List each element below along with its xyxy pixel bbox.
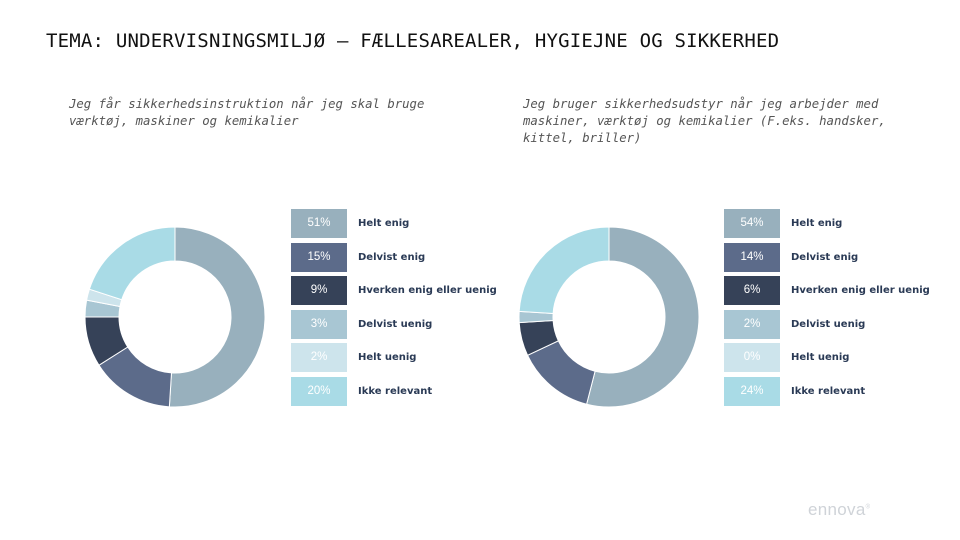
- chart-1-legend-label: Helt enig: [358, 218, 410, 229]
- chart-2-legend-label: Delvist uenig: [791, 318, 866, 330]
- donut-chart-2: [518, 226, 700, 408]
- ennova-logo: ennova®: [808, 500, 871, 519]
- page-title: TEMA: UNDERVISNINGSMILJØ – FÆLLESAREALER…: [46, 30, 780, 52]
- logo-text: ennova: [808, 500, 866, 519]
- chart-2-slice-helt-enig: [586, 226, 700, 408]
- chart-2-value-label: 14%: [724, 242, 780, 272]
- chart-1-value-label: 20%: [291, 376, 347, 406]
- chart-2-value-label: 24%: [724, 376, 780, 406]
- chart-2-slice-ikke-relevant: [518, 226, 610, 315]
- chart-2-legend-label: Delvist enig: [791, 251, 859, 263]
- chart-1-legend-label: Ikke relevant: [358, 385, 433, 397]
- chart-1-question: Jeg får sikkerhedsinstruktion når jeg sk…: [69, 97, 425, 128]
- chart-1-legend-label: Delvist enig: [358, 251, 426, 263]
- chart-2-legend-label: Hverken enig eller uenig: [791, 285, 930, 297]
- chart-2-question: Jeg bruger sikkerhedsudstyr når jeg arbe…: [523, 97, 886, 145]
- chart-2-value-label: 54%: [724, 209, 780, 238]
- chart-1-value-label: 15%: [291, 242, 347, 272]
- chart-1-value-label: 2%: [291, 343, 347, 373]
- chart-1-slice-helt-enig: [168, 226, 266, 408]
- chart-1-legend-label: Helt uenig: [358, 352, 417, 364]
- donut-chart-1: [84, 226, 266, 408]
- chart-1-legend-label: Delvist uenig: [358, 318, 433, 330]
- chart-2-legend-label: Helt uenig: [791, 352, 850, 364]
- chart-2-legend-label: Ikke relevant: [791, 385, 866, 397]
- chart-2-legend-label: Helt enig: [791, 218, 843, 229]
- chart-1-slice-ikke-relevant: [88, 226, 176, 301]
- chart-1-value-label: 51%: [291, 209, 347, 238]
- chart-2-value-label: 0%: [724, 343, 780, 373]
- chart-2-value-label: 2%: [724, 309, 780, 339]
- chart-1-legend-label: Hverken enig eller uenig: [358, 285, 497, 297]
- chart-2-value-label: 6%: [724, 276, 780, 306]
- chart-1-value-label: 9%: [291, 276, 347, 306]
- chart-1-value-label: 3%: [291, 309, 347, 339]
